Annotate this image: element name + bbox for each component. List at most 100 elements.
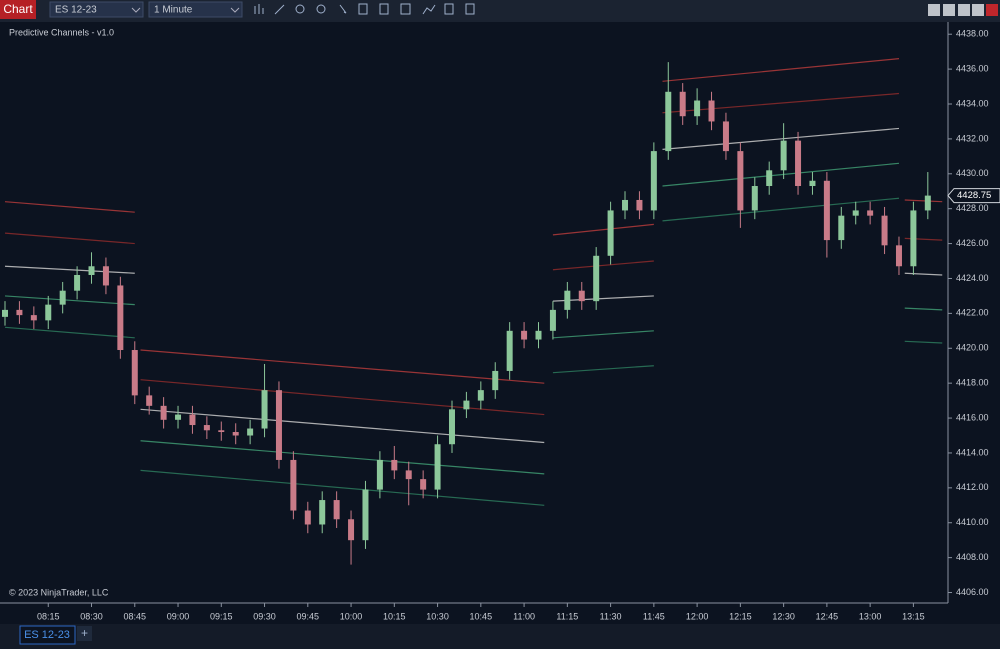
tab-label: ES 12-23 — [24, 629, 70, 641]
candle-body — [131, 350, 138, 396]
candle-body — [636, 199, 643, 211]
x-tick-label: 11:00 — [513, 611, 535, 621]
channel-line — [904, 340, 943, 344]
candle-body — [420, 479, 427, 490]
x-tick-label: 08:30 — [80, 611, 103, 621]
candle-body — [391, 459, 398, 471]
y-tick-label: 4408.00 — [956, 552, 989, 562]
candle-body — [622, 199, 629, 211]
candle-body — [16, 309, 23, 316]
channel-line — [904, 272, 943, 276]
x-tick-label: 10:00 — [340, 611, 363, 621]
candle-body — [362, 489, 369, 541]
window-button[interactable] — [928, 4, 940, 16]
channel-line — [140, 440, 545, 475]
y-tick-label: 4416.00 — [956, 412, 989, 422]
candle-body — [175, 414, 182, 420]
candle-body — [549, 309, 556, 331]
dropdown-arrow — [230, 7, 240, 13]
tab[interactable] — [19, 625, 76, 645]
channel-line — [552, 365, 654, 374]
candle-body — [852, 210, 859, 216]
last-price-box — [947, 188, 1000, 204]
maximize[interactable] — [972, 4, 984, 16]
channel-line — [904, 307, 943, 311]
x-tick-label: 10:45 — [470, 611, 493, 621]
x-tick-label: 09:30 — [253, 611, 276, 621]
toolbar-icons[interactable] — [254, 3, 475, 15]
candle-body — [30, 315, 37, 321]
candle-body — [74, 274, 81, 291]
channel-line — [662, 92, 900, 114]
channel-line — [662, 197, 900, 222]
candle-body — [232, 432, 239, 436]
candle-body — [117, 285, 124, 351]
channel-line — [140, 349, 545, 384]
y-tick-label: 4420.00 — [956, 343, 989, 353]
channel-line — [4, 326, 135, 339]
candle-body — [506, 330, 513, 371]
y-tick-label: 4426.00 — [956, 238, 989, 248]
y-tick-label: 4412.00 — [956, 482, 989, 492]
channel-line — [140, 379, 545, 416]
dropdown-arrow — [131, 7, 141, 13]
chart-tab[interactable] — [0, 0, 36, 19]
y-tick-label: 4438.00 — [956, 29, 989, 39]
candle-body — [722, 121, 729, 152]
channel-line — [4, 265, 135, 274]
y-tick-label: 4418.00 — [956, 378, 989, 388]
x-tick-label: 10:15 — [383, 611, 406, 621]
candle-body — [708, 100, 715, 122]
x-tick-label: 11:45 — [643, 611, 665, 621]
channel-line — [662, 127, 900, 150]
candle-body — [665, 91, 672, 152]
x-tick-label: 12:45 — [816, 611, 839, 621]
candle-body — [333, 500, 340, 520]
candle-body — [275, 390, 282, 460]
candle-body — [88, 266, 95, 275]
candle-body — [578, 290, 585, 302]
y-tick-label: 4436.00 — [956, 63, 989, 73]
candle-body — [290, 459, 297, 511]
channel-line — [4, 295, 135, 306]
y-tick-label: 4422.00 — [956, 308, 989, 318]
y-tick-label: 4432.00 — [956, 133, 989, 143]
close[interactable] — [986, 4, 998, 16]
candle-body — [766, 170, 773, 187]
instrument: ES 12-23 — [55, 5, 97, 16]
channel-line — [140, 408, 545, 444]
x-tick-label: 12:00 — [686, 611, 709, 621]
last-price-label: 4428.75 — [957, 190, 991, 201]
candle-body — [564, 290, 571, 310]
channel-line — [140, 469, 545, 506]
candle-body — [261, 390, 268, 429]
candle-body — [737, 151, 744, 211]
minimize[interactable] — [958, 4, 970, 16]
candle-body — [477, 390, 484, 401]
channel-line — [4, 232, 135, 245]
y-tick-label: 4428.00 — [956, 203, 989, 213]
y-tick-label: 4430.00 — [956, 168, 989, 178]
window-button[interactable] — [943, 4, 955, 16]
candle-body — [867, 210, 874, 216]
candle-body — [45, 304, 52, 321]
instrument-select[interactable] — [49, 1, 144, 18]
candle-body — [838, 215, 845, 241]
candle-body — [59, 290, 66, 305]
add-tab[interactable] — [77, 626, 92, 641]
candle-body — [448, 409, 455, 445]
candle-body — [650, 151, 657, 211]
copyright: © 2023 NinjaTrader, LLC — [9, 587, 109, 597]
tab-bar — [0, 624, 1000, 649]
candle-body — [348, 519, 355, 541]
toolbar — [0, 0, 1000, 20]
y-tick-label: 4410.00 — [956, 517, 989, 527]
candle-body — [593, 255, 600, 302]
candle-body — [881, 215, 888, 246]
separator — [0, 20, 1000, 22]
interval-select[interactable] — [148, 1, 243, 18]
candle-body — [319, 500, 326, 525]
candle-body — [2, 309, 8, 317]
